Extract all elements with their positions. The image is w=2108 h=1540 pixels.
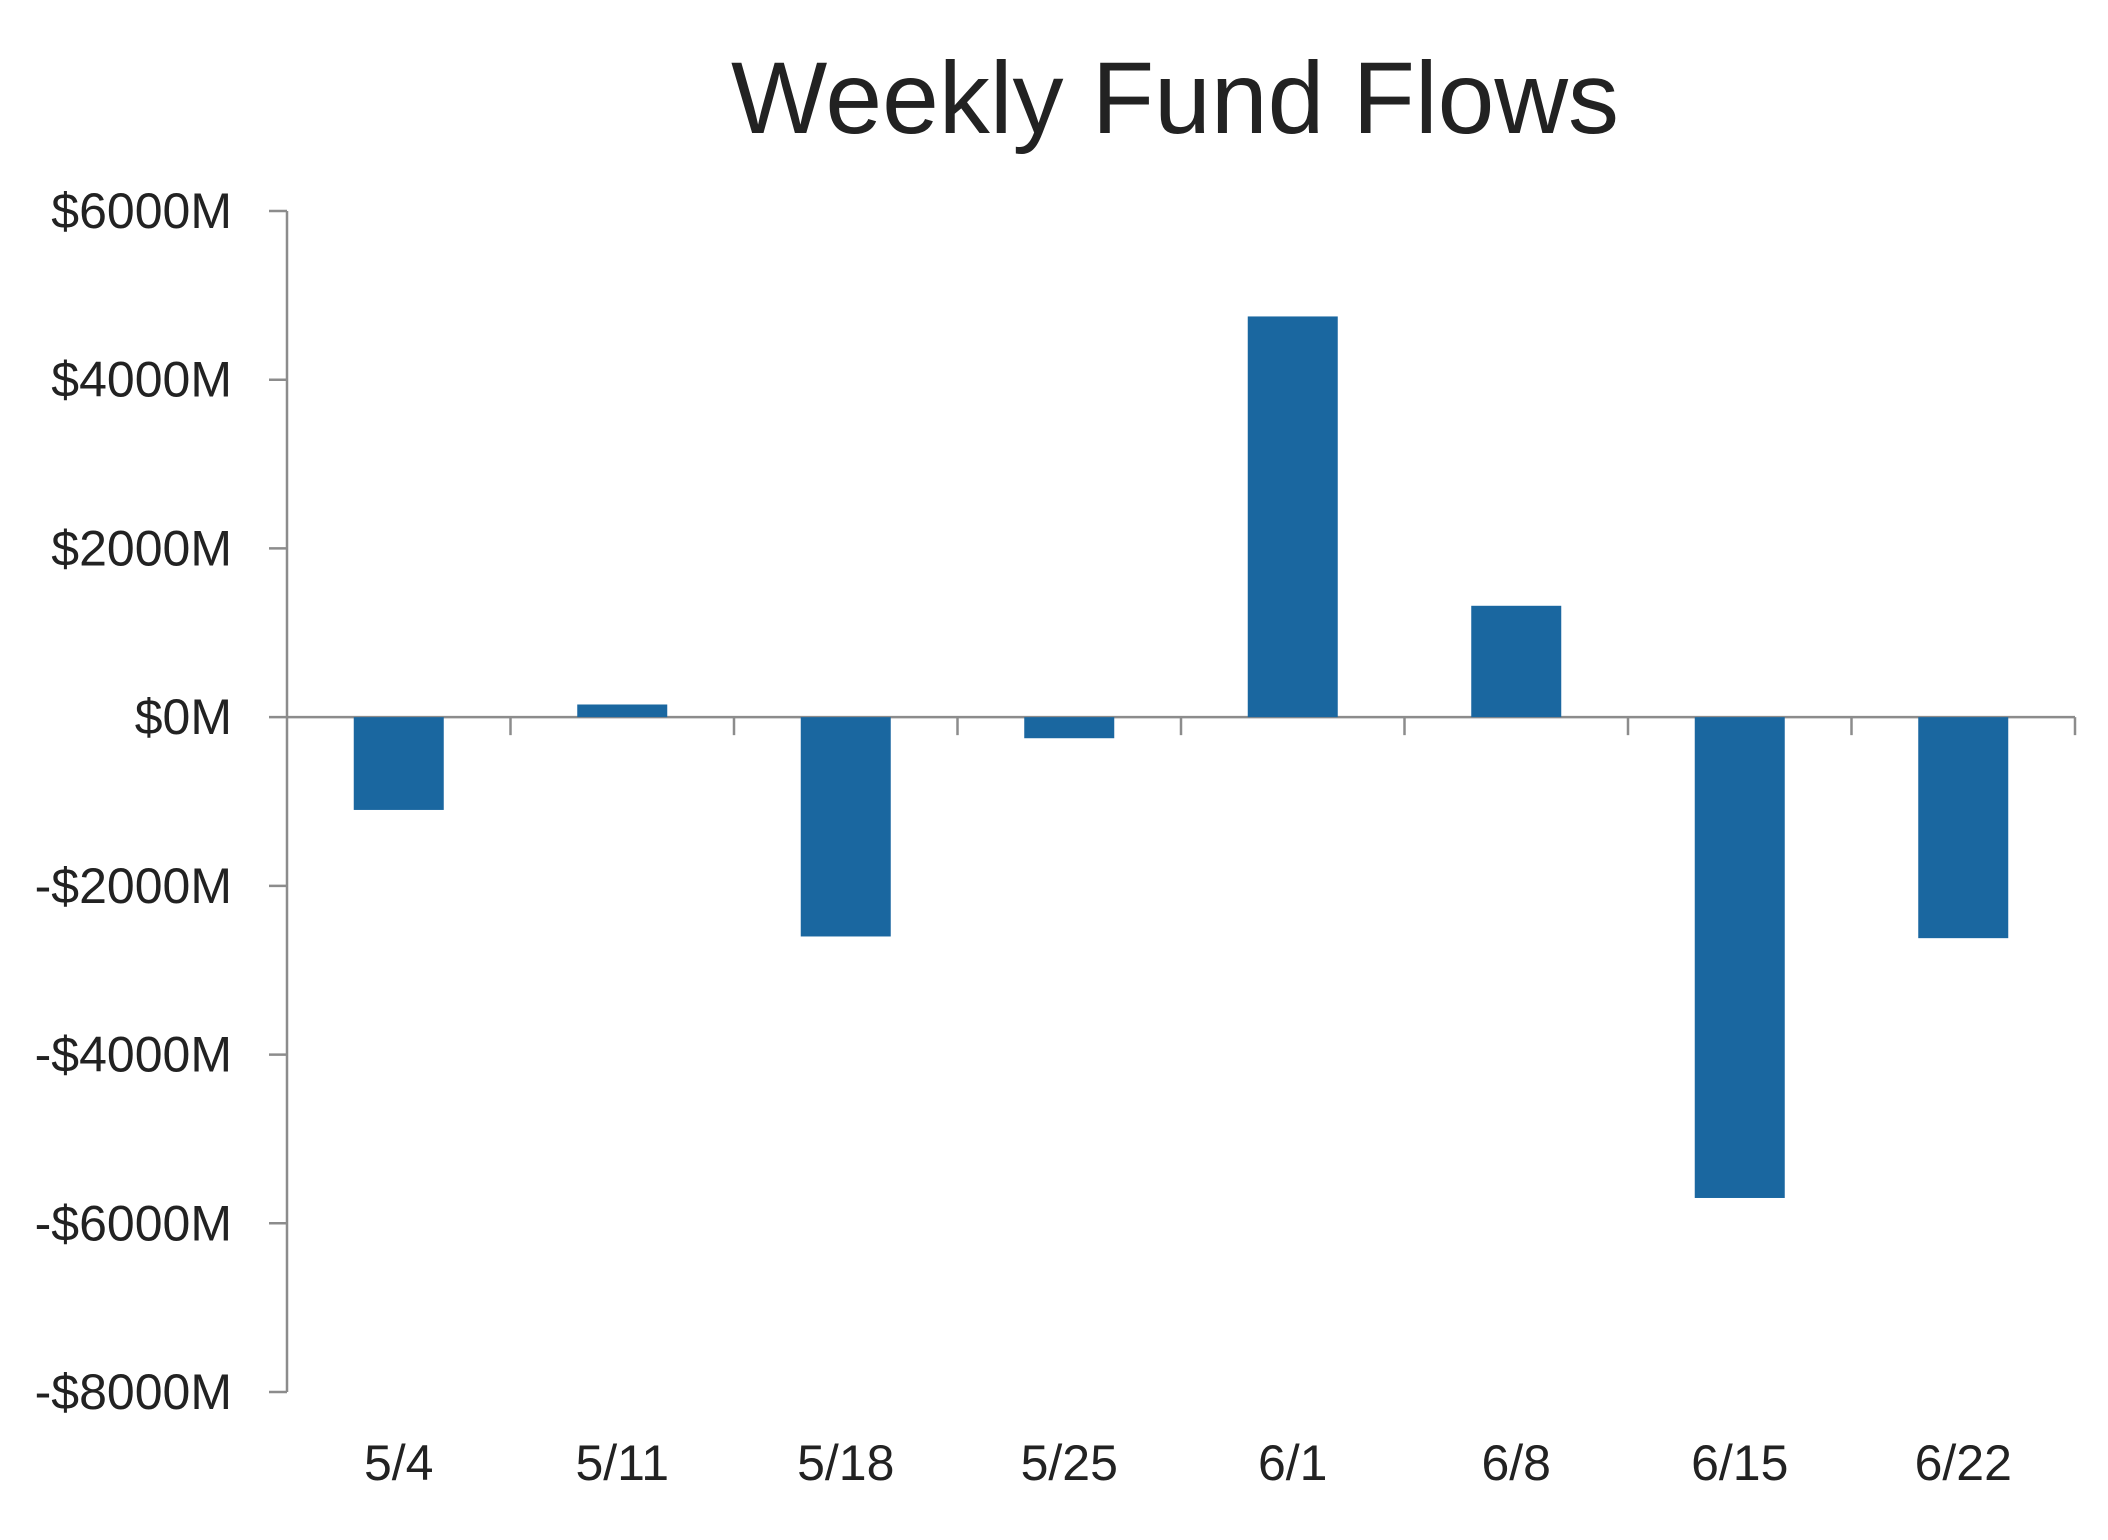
- y-tick-label: $6000M: [51, 183, 232, 239]
- bar-5-11: [577, 704, 668, 718]
- x-tick-label: 6/22: [1915, 1435, 2012, 1491]
- x-tick-label: 6/15: [1691, 1435, 1788, 1491]
- x-tick-label: 5/25: [1021, 1435, 1118, 1491]
- y-tick-label: $2000M: [51, 520, 232, 576]
- bar-6-8: [1471, 605, 1562, 718]
- axes: [269, 209, 2077, 1394]
- y-tick-label: $4000M: [51, 352, 232, 408]
- x-tick-label: 6/8: [1481, 1435, 1551, 1491]
- bar-5-18: [800, 717, 891, 937]
- y-tick-label: -$6000M: [35, 1195, 232, 1251]
- bar-5-4: [353, 717, 444, 810]
- x-tick-label: 5/4: [364, 1435, 434, 1491]
- x-tick-label: 6/1: [1258, 1435, 1328, 1491]
- x-tick-label: 5/11: [575, 1435, 669, 1491]
- bars: [353, 316, 2009, 1198]
- chart-title: Weekly Fund Flows: [731, 41, 1619, 155]
- y-tick-label: -$2000M: [35, 858, 232, 914]
- y-tick-label: $0M: [135, 689, 232, 745]
- bar-6-22: [1918, 717, 2009, 939]
- y-axis-labels: $6000M $4000M $2000M $0M -$2000M -$4000M -$600…: [35, 183, 232, 1420]
- bar-5-25: [1024, 717, 1115, 739]
- y-tick-label: -$4000M: [35, 1027, 232, 1083]
- bar-6-1: [1247, 316, 1338, 718]
- y-tick-label: -$8000M: [35, 1364, 232, 1420]
- x-axis-labels: 5/4 5/11 5/18 5/25 6/1 6/8 6/15 6/22: [364, 1435, 2012, 1491]
- x-tick-label: 5/18: [797, 1435, 894, 1491]
- bar-6-15: [1694, 717, 1785, 1198]
